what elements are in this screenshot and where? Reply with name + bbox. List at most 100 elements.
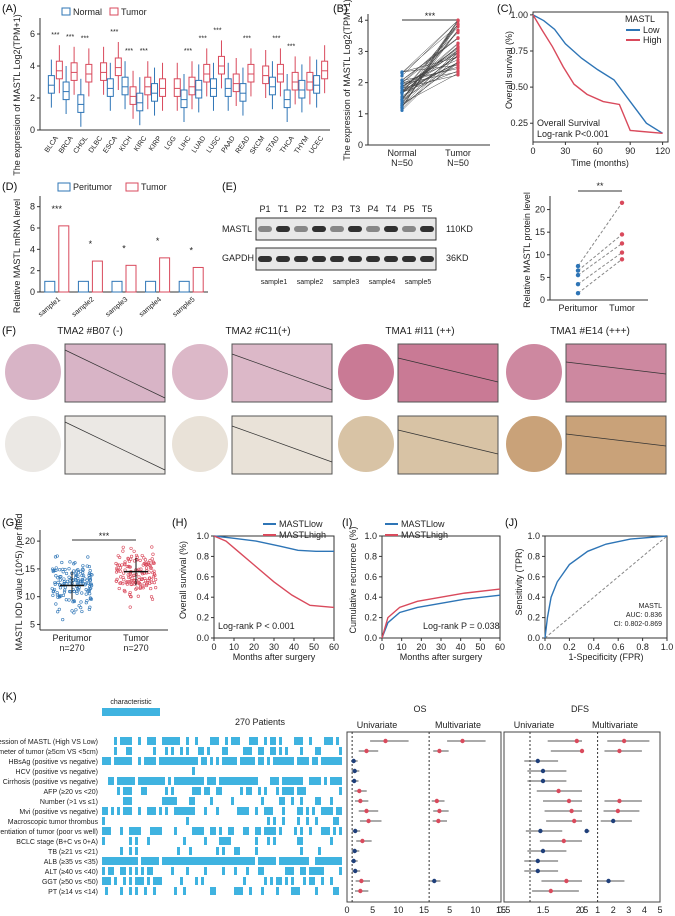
k-point-3-14: [606, 878, 611, 884]
k-point-2-10: [561, 838, 566, 844]
k-cell-15-27: [183, 887, 186, 895]
b-point-tumor-34: [456, 60, 460, 64]
k-point-2-7: [569, 808, 574, 814]
k-point-0-9: [353, 828, 358, 834]
k-cell-9-30: [192, 827, 195, 835]
k-cell-14-9: [129, 877, 132, 885]
k-cell-9-42: [228, 827, 231, 835]
g-point-tumor-125: [128, 580, 133, 584]
k-cell-12-32: [198, 857, 201, 865]
j-diagonal: [544, 535, 668, 639]
k-cell-7-21: [165, 807, 168, 815]
k-cell-6-53: [261, 797, 264, 805]
a-legend-normal-swatch: [61, 7, 71, 16]
g-point-tumor-131: [143, 561, 148, 565]
k-cell-15-37: [213, 887, 216, 895]
k-cell-5-32: [198, 787, 201, 795]
g-point-peri-132: [85, 564, 89, 568]
e2-ytick-label-2: 10: [535, 250, 545, 260]
g-point-peri-106: [88, 576, 92, 580]
j-ytick-label-1: 0.2: [527, 613, 540, 623]
k-cell-1-47: [243, 747, 246, 755]
a-box-tumor-10: [203, 63, 211, 83]
g-point-tumor-95: [125, 564, 129, 569]
k-cell-7-17: [153, 807, 156, 815]
panel-h: Overall survival (%) Months after surger…: [178, 519, 339, 662]
panel-label-b: (B): [333, 3, 348, 15]
k-cell-0-8: [126, 737, 129, 745]
g-point-tumor-148: [114, 561, 118, 566]
k-cell-3-30: [192, 767, 195, 775]
k-point-0-8: [366, 818, 371, 824]
g-point-peri-114: [64, 598, 68, 602]
k-cell-14-61: [285, 877, 288, 885]
f-he-core-3: [506, 344, 562, 400]
k-cell-1-9: [129, 747, 132, 755]
g-point-peri-148: [77, 588, 81, 592]
g-point-tumor-81: [134, 553, 139, 558]
k-row-label-12: ALB (≥35 vs <35): [44, 859, 98, 866]
d-bar-tumor-2: [125, 264, 137, 293]
g-point-peri-149: [72, 562, 76, 566]
k-cell-4-51: [255, 777, 258, 785]
k-cell-4-60: [282, 777, 285, 785]
g-point-peri-32: [76, 571, 81, 575]
g-point-tumor-20: [144, 583, 149, 588]
panel-label-k: (K): [2, 691, 17, 703]
k-xtick-2-0: 0.5: [498, 905, 511, 915]
k-cell-12-5: [117, 857, 120, 865]
k-cell-1-59: [279, 747, 282, 755]
k-cell-12-79: [339, 857, 342, 865]
b-n-normal: N=50: [391, 158, 413, 168]
k-cell-2-65: [297, 757, 300, 765]
g-point-peri-101: [58, 586, 63, 590]
a-box-tumor-5: [129, 86, 137, 105]
k-cell-4-49: [249, 777, 252, 785]
k-xtick-3-3: 3: [626, 905, 631, 915]
f-title-3: TMA1 #I11 (++): [385, 326, 454, 337]
e2-point-peri-0: [575, 291, 581, 296]
k-cell-12-6: [120, 857, 123, 865]
panel-e2: Relative MASTL protein level ** Peritumo…: [522, 181, 648, 313]
g-point-tumor-27: [129, 554, 134, 558]
k-cell-2-60: [282, 757, 285, 765]
k-cell-9-11: [135, 827, 138, 835]
a-sig-13: ***: [243, 35, 251, 42]
k-cell-12-76: [330, 857, 333, 865]
g-point-peri-120: [50, 567, 55, 571]
k-cell-2-8: [126, 757, 129, 765]
g-point-tumor-107: [115, 577, 119, 581]
k-cell-11-9: [129, 847, 132, 855]
k-cell-12-60: [282, 857, 285, 865]
g-point-peri-113: [64, 582, 68, 586]
k-cell-9-57: [273, 827, 276, 835]
k-cell-0-50: [252, 737, 255, 745]
b-pair-line-39: [401, 38, 459, 81]
a-box-normal-13: [239, 83, 247, 102]
i-xtick-label-0: 0: [379, 642, 384, 652]
k-cell-12-53: [261, 857, 264, 865]
k-cell-14-15: [147, 877, 150, 885]
k-cell-0-24: [174, 737, 177, 745]
k-point-1-0: [460, 738, 465, 744]
g-point-peri-35: [51, 593, 55, 598]
a-box-normal-0: [47, 75, 55, 94]
k-point-2-0: [574, 738, 579, 744]
k-xtick-1-2: 15: [496, 905, 506, 915]
e2-ytick-label-0: 0: [540, 295, 545, 305]
k-cell-12-3: [111, 857, 114, 865]
k-cell-13-34: [204, 867, 207, 875]
k-cell-9-37: [213, 827, 216, 835]
k-cell-0-25: [177, 737, 180, 745]
k-cell-4-29: [189, 777, 192, 785]
k-cell-2-52: [258, 757, 261, 765]
k-xtick-1-1: 10: [470, 905, 480, 915]
k-cell-2-31: [195, 757, 198, 765]
f-boundary-he-3: [565, 361, 667, 375]
k-cell-13-48: [246, 867, 249, 875]
k-cell-7-65: [297, 807, 300, 815]
d-ytick-label-1: 2: [30, 266, 35, 276]
g-point-peri-49: [53, 555, 58, 559]
k-cell-4-14: [144, 777, 147, 785]
g-point-tumor-55: [128, 565, 132, 569]
